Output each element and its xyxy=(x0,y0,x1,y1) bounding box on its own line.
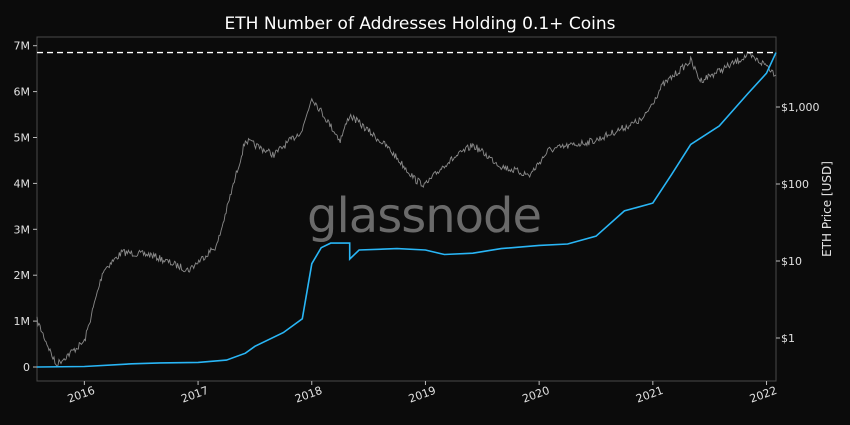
y-left-tick-label: 6M xyxy=(14,86,31,99)
y-left-tick-label: 7M xyxy=(14,40,31,53)
x-tick-label: 2018 xyxy=(293,384,324,406)
y-axis-left: 0 1M 2M 3M 4M 5M 6M 7M xyxy=(14,40,37,374)
x-tick-label: 2021 xyxy=(634,384,665,406)
addresses-line xyxy=(36,52,777,368)
y-right-tick-label: $100 xyxy=(781,178,809,191)
y-right-tick-label: $10 xyxy=(781,255,802,268)
y-left-tick-label: 0 xyxy=(23,361,30,374)
y-right-tick-label: $1 xyxy=(781,332,795,345)
x-axis: 2016 2017 2018 2019 2020 2021 2022 xyxy=(66,381,779,406)
x-tick-label: 2016 xyxy=(66,384,97,406)
y-left-tick-label: 1M xyxy=(14,315,31,328)
y-left-tick-label: 3M xyxy=(14,223,31,236)
watermark-logo: glassnode xyxy=(307,188,541,244)
y-left-tick-label: 5M xyxy=(14,132,31,145)
y-right-tick-label: $1,000 xyxy=(781,101,820,114)
x-tick-label: 2022 xyxy=(748,384,779,406)
eth-price-line xyxy=(36,50,777,368)
y-left-tick-label: 2M xyxy=(14,269,31,282)
plot-area xyxy=(36,36,777,382)
y-axis-right: $1 $10 $100 $1,000 xyxy=(776,101,820,345)
x-tick-label: 2020 xyxy=(521,384,552,406)
x-tick-label: 2019 xyxy=(407,384,438,406)
y-left-tick-label: 4M xyxy=(14,177,31,190)
series-group xyxy=(36,50,777,368)
x-tick-label: 2017 xyxy=(179,384,210,406)
y-axis-right-label: ETH Price [USD] xyxy=(820,161,834,257)
chart-title: ETH Number of Addresses Holding 0.1+ Coi… xyxy=(225,14,616,34)
